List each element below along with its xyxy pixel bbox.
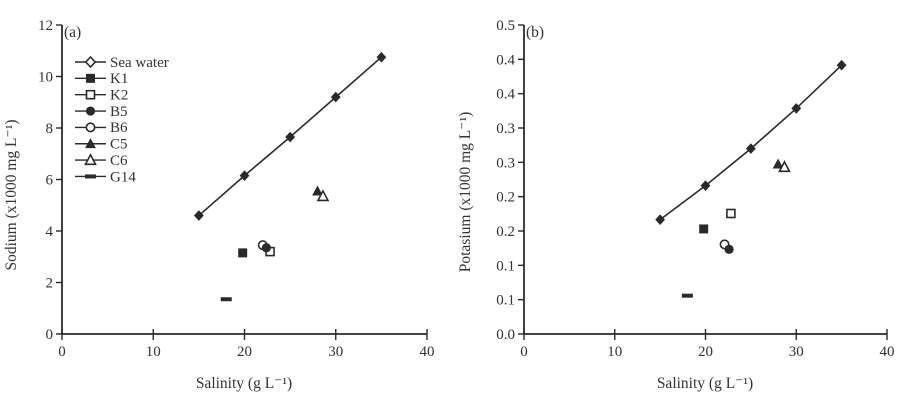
- legend-item-k2: K2: [75, 88, 128, 104]
- sea-water-marker: [745, 143, 756, 154]
- y-tick-label: 0.5: [496, 18, 515, 34]
- sea-water-marker: [836, 59, 847, 71]
- legend-label-b5: B5: [110, 104, 128, 120]
- y-axis-title-a: Sodium (x1000 mg L⁻¹): [3, 119, 20, 270]
- y-tick-label: 0.4: [496, 52, 515, 68]
- g14-marker: [220, 297, 232, 302]
- y-tick-label: 0.1: [496, 258, 515, 274]
- legend-sea-water-marker: [84, 55, 97, 69]
- legend-item-c6: C6: [75, 153, 128, 169]
- sea-water-marker: [791, 103, 802, 114]
- panel-label-b: (b): [526, 24, 544, 41]
- panel-label-a: (a): [64, 24, 81, 41]
- c6-marker: [316, 189, 330, 202]
- y-tick-label: 2: [46, 276, 54, 292]
- x-tick-label: 10: [607, 344, 622, 360]
- legend-k1-marker: [86, 73, 95, 83]
- c5-marker: [312, 185, 323, 196]
- y-tick-label: 0.4: [496, 87, 515, 103]
- legend-k2-marker: [85, 89, 96, 100]
- y-tick-label: 6: [46, 173, 54, 189]
- sea-water-marker: [655, 214, 666, 225]
- y-tick-label: 10: [38, 70, 53, 86]
- x-axis-title-b: Salinity (g L⁻¹): [657, 375, 753, 392]
- sea-water-marker: [376, 51, 387, 63]
- y-tick-label: 0: [46, 327, 54, 343]
- legend-item-b6: B6: [75, 120, 128, 136]
- legend-c5-marker: [85, 138, 96, 149]
- legend-item-b5: B5: [75, 104, 128, 120]
- legend-label-k1: K1: [110, 71, 128, 87]
- y-tick-label: 0.2: [496, 190, 515, 206]
- legend-label-b6: B6: [110, 120, 128, 136]
- y-tick-label: 0.2: [496, 224, 515, 240]
- legend-b6-marker: [85, 122, 96, 133]
- c6-marker: [778, 160, 791, 173]
- y-tick-label: 4: [46, 224, 54, 240]
- y-tick-label: 0.0: [496, 327, 515, 343]
- x-tick-label: 20: [698, 344, 713, 360]
- panel-b-plot: 0 10 20 30 40 0.0 0.1 0.1 0.2 0.2 0.3 0.3 0.4 0.4 0.5: [496, 18, 894, 360]
- x-tick-label: 10: [146, 344, 161, 360]
- legend-label-sea-water: Sea water: [110, 55, 169, 71]
- k2-marker: [726, 208, 736, 219]
- y-tick-label: 0.3: [496, 155, 515, 171]
- sea-water-marker: [285, 131, 296, 143]
- y-tick-label: 8: [46, 121, 54, 137]
- panel-a-plot: 0 10 20 30 40 0 2 4 6 8 10 12: [38, 18, 435, 360]
- x-tick-label: 0: [58, 344, 66, 360]
- c5-marker: [772, 158, 784, 169]
- legend-label-c6: C6: [110, 153, 128, 169]
- legend-item-sea-water: Sea water: [75, 55, 169, 71]
- y-axis-title-b: Potasium (x1000 mg L⁻¹): [457, 112, 474, 273]
- x-tick-label: 40: [880, 344, 895, 360]
- x-axis-title-a: Salinity (g L⁻¹): [196, 375, 292, 392]
- legend-item-g14: G14: [75, 169, 136, 185]
- x-tick-label: 0: [520, 344, 528, 360]
- k1-marker: [238, 248, 248, 258]
- legend-label-c5: C5: [110, 137, 128, 153]
- sea-water-marker: [330, 91, 341, 103]
- x-tick-label: 30: [328, 344, 343, 360]
- sea-water-marker: [239, 170, 250, 181]
- legend-g14-marker: [85, 174, 96, 179]
- legend-item-c5: C5: [75, 137, 128, 153]
- x-tick-label: 40: [420, 344, 435, 360]
- sea-water-line: [659, 64, 843, 221]
- g14-marker: [681, 293, 693, 298]
- y-tick-label: 0.3: [496, 121, 515, 137]
- legend-c6-marker: [84, 153, 97, 166]
- x-tick-label: 30: [789, 344, 804, 360]
- legend-label-g14: G14: [110, 169, 136, 185]
- sea-water-marker: [700, 180, 711, 191]
- y-tick-label: 0.1: [496, 293, 515, 309]
- k1-marker: [699, 224, 709, 234]
- b5-marker: [261, 243, 271, 253]
- legend-item-k1: K1: [75, 71, 128, 87]
- y-tick-label: 12: [38, 18, 53, 34]
- sea-water-marker: [193, 210, 204, 221]
- x-tick-label: 20: [237, 344, 252, 360]
- legend-b5-marker: [85, 106, 96, 116]
- legend-label-k2: K2: [110, 88, 128, 104]
- b5-marker: [724, 244, 734, 254]
